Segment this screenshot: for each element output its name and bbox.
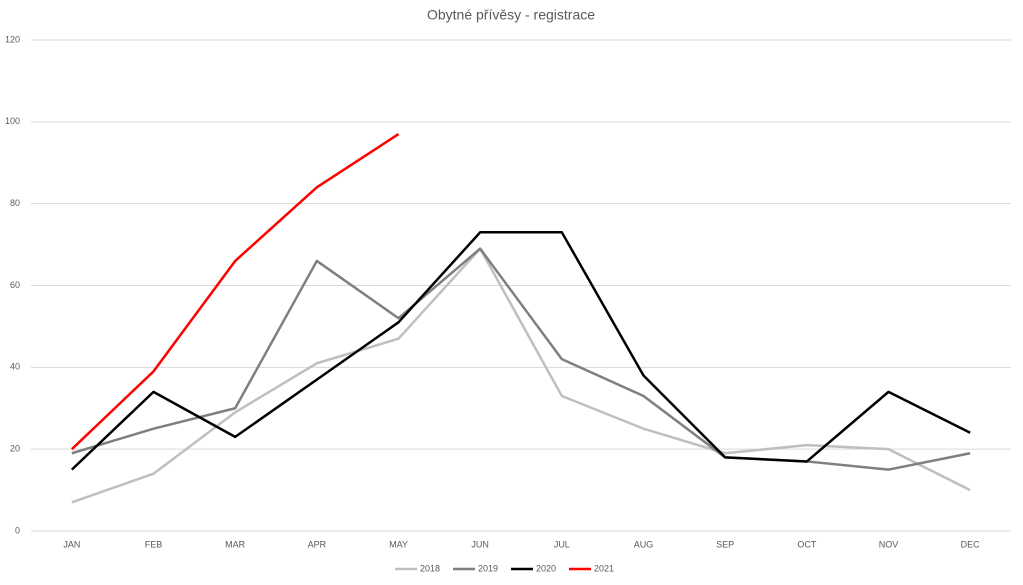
series-line [70, 231, 971, 471]
x-tick-label: AUG [634, 539, 654, 549]
y-tick-label: 20 [10, 444, 20, 454]
x-tick-label: JAN [63, 539, 80, 549]
y-tick-label: 40 [10, 362, 20, 372]
x-tick-label: DEC [961, 539, 981, 549]
y-tick-label: 0 [15, 525, 20, 535]
y-tick-label: 100 [5, 116, 20, 126]
y-tick-label: 60 [10, 280, 20, 290]
x-tick-label: MAR [225, 539, 246, 549]
series-line [71, 247, 971, 504]
x-tick-label: FEB [145, 539, 163, 549]
legend-label: 2020 [536, 563, 556, 573]
x-tick-label: SEP [716, 539, 734, 549]
y-tick-label: 120 [5, 34, 20, 44]
legend-label: 2018 [420, 563, 440, 573]
series-line [71, 247, 971, 471]
x-tick-label: JUL [554, 539, 570, 549]
x-tick-label: MAY [389, 539, 408, 549]
y-tick-label: 80 [10, 198, 20, 208]
x-tick-label: NOV [879, 539, 899, 549]
x-tick-label: APR [308, 539, 327, 549]
x-tick-label: JUN [471, 539, 489, 549]
legend-label: 2019 [478, 563, 498, 573]
x-tick-label: OCT [797, 539, 817, 549]
legend-label: 2021 [594, 563, 614, 573]
series-line [70, 133, 400, 451]
chart-title: Obytné přívěsy - registrace [427, 7, 595, 23]
